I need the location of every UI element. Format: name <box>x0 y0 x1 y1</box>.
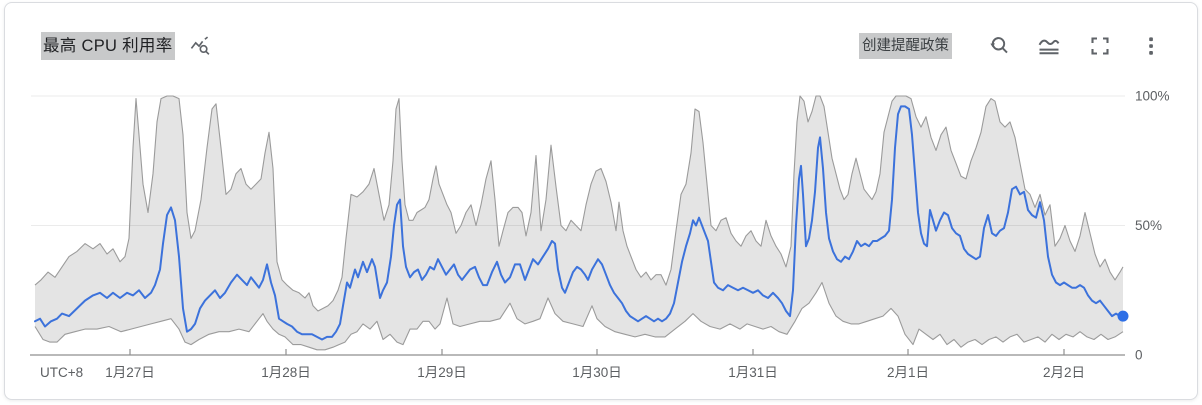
band-lower-outline <box>34 281 1124 351</box>
value-line <box>34 105 1124 341</box>
chart-header: 最高 CPU 利用率 创建提醒政策 <box>41 28 1163 64</box>
create-alert-policy-button[interactable]: 创建提醒政策 <box>859 33 952 59</box>
x-tick-label: 1月28日 <box>261 365 311 380</box>
latest-value-marker <box>1117 310 1129 322</box>
chart-mode-button[interactable] <box>1037 34 1061 58</box>
search-history-icon <box>990 37 1008 54</box>
search-history-button[interactable] <box>986 34 1010 58</box>
fullscreen-button[interactable] <box>1088 34 1112 58</box>
band-upper-outline <box>34 95 1124 312</box>
x-tick-label: 2月2日 <box>1043 365 1085 380</box>
more-vert-icon <box>1149 37 1153 55</box>
y-tick-label: 50% <box>1135 218 1162 233</box>
cpu-utilization-chart[interactable]: 1月27日 1月28日 1月29日 1月30日 1月31日 2月1日 2月2日 UTC+8 10… <box>5 3 1198 400</box>
y-tick-label: 0 <box>1135 348 1143 363</box>
timezone-label: UTC+8 <box>40 365 83 380</box>
x-tick-label: 2月1日 <box>887 365 929 380</box>
chart-card: 1月27日 1月28日 1月29日 1月30日 1月31日 2月1日 2月2日 UTC+8 10… <box>4 2 1198 400</box>
fullscreen-icon <box>1091 37 1109 55</box>
chart-toolbar: 创建提醒政策 <box>859 33 1163 59</box>
chart-mode-icon <box>1038 39 1060 55</box>
y-tick-label: 100% <box>1135 89 1170 104</box>
metrics-explorer-icon <box>190 36 209 55</box>
x-tick-label: 1月31日 <box>728 365 778 380</box>
metrics-explorer-button[interactable] <box>190 36 211 57</box>
x-tick-label: 1月30日 <box>572 365 622 380</box>
x-tick-label: 1月29日 <box>417 365 467 380</box>
minmax-band <box>35 96 1123 350</box>
chart-title: 最高 CPU 利用率 <box>41 32 175 60</box>
more-options-button[interactable] <box>1139 34 1163 58</box>
x-tick-label: 1月27日 <box>105 365 155 380</box>
